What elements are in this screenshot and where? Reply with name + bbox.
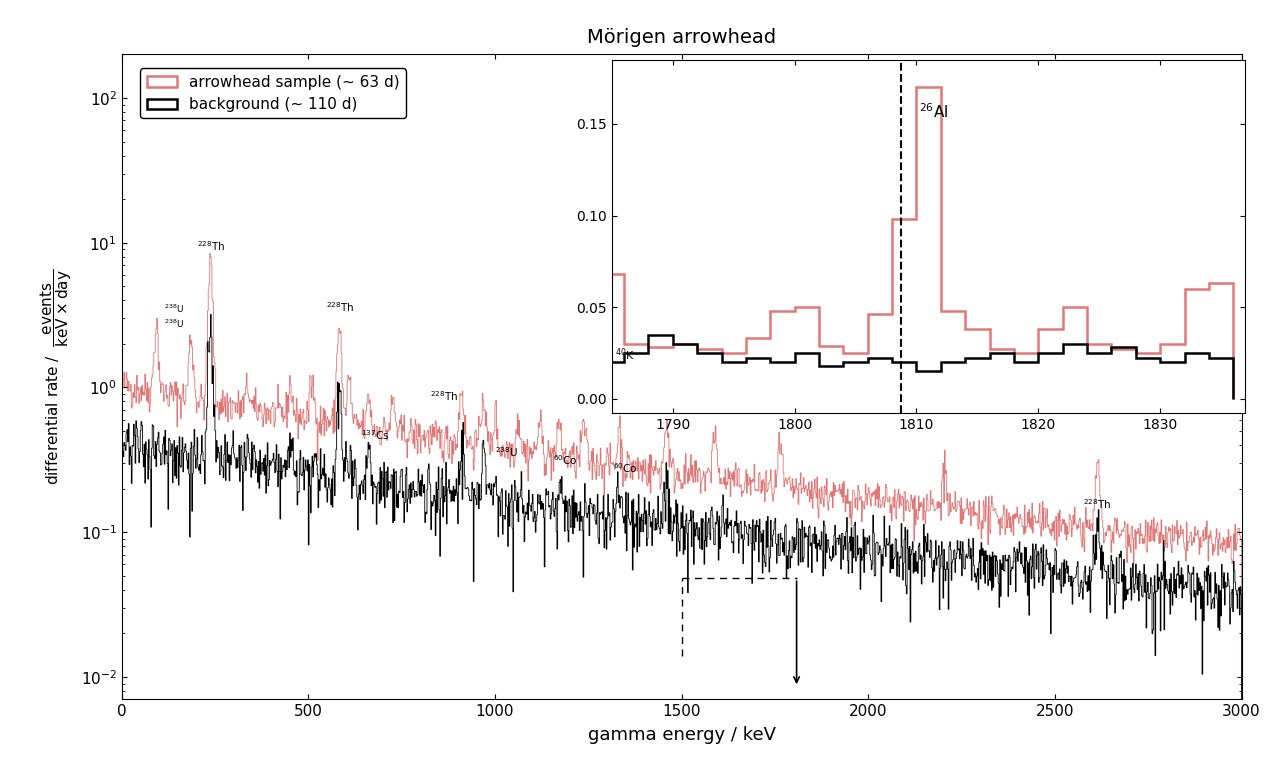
Text: $^{40}$K: $^{40}$K [616,347,635,363]
Text: $^{228}$Th: $^{228}$Th [1083,497,1111,511]
Text: $^{238}$U: $^{238}$U [494,445,517,459]
Text: $^{137}$Cs: $^{137}$Cs [361,428,389,442]
X-axis label: gamma energy / keV: gamma energy / keV [588,726,776,744]
Text: $^{228}$Th: $^{228}$Th [326,301,355,315]
Text: $^{60}$Co: $^{60}$Co [613,461,637,475]
Text: $^{60}$Co: $^{60}$Co [553,454,579,468]
Text: $^{228}$Th: $^{228}$Th [430,389,458,403]
Text: $^{26}$Al: $^{26}$Al [919,102,948,120]
Legend: arrowhead sample (∼ 63 d), background (∼ 110 d): arrowhead sample (∼ 63 d), background (∼… [141,68,406,118]
Text: $^{228}$Th: $^{228}$Th [197,239,225,253]
Y-axis label: differential rate /  $\dfrac{\mathrm{events}}{\mathrm{keV} \times \mathrm{day}}$: differential rate / $\dfrac{\mathrm{even… [38,269,73,485]
Text: $^{238}$U
$^{238}$U: $^{238}$U $^{238}$U [164,303,184,329]
Title: Mörigen arrowhead: Mörigen arrowhead [588,28,776,47]
